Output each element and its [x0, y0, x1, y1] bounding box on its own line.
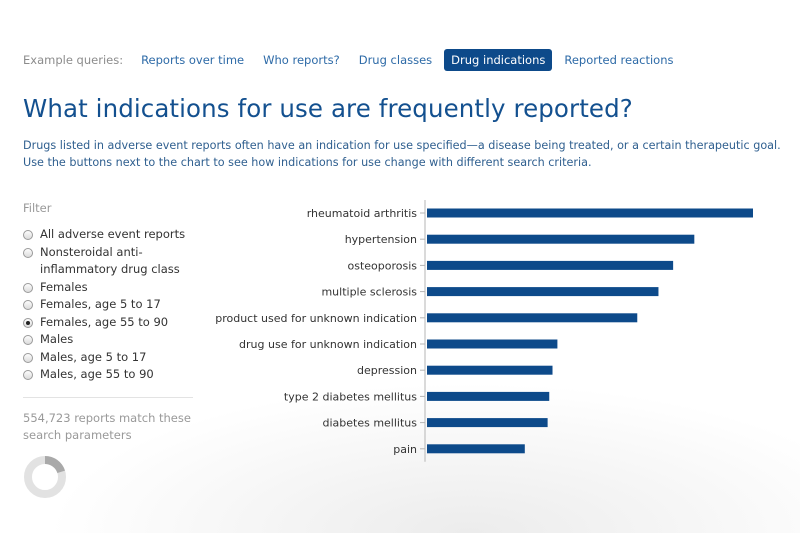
filter-options: All adverse event reports Nonsteroidal a…: [23, 226, 203, 384]
category-label: osteoporosis: [347, 259, 417, 272]
filter-option-label: Males, age 5 to 17: [40, 349, 147, 364]
filter-label: Filter: [23, 201, 52, 215]
page-description: Drugs listed in adverse event reports of…: [23, 139, 781, 169]
filter-option-label: Males, age 55 to 90: [40, 367, 154, 381]
radio-button[interactable]: [23, 335, 33, 345]
category-label: multiple sclerosis: [321, 286, 417, 299]
filter-option-females-5-17[interactable]: Females, age 5 to 17: [23, 296, 203, 314]
category-label: pain: [393, 443, 417, 456]
category-label: rheumatoid arthritis: [307, 207, 418, 220]
category-label: type 2 diabetes mellitus: [284, 390, 417, 403]
filter-option-label: Females: [40, 279, 88, 294]
radio-button[interactable]: [23, 300, 33, 310]
query-who-reports[interactable]: Who reports?: [263, 53, 340, 67]
example-queries-label: Example queries:: [23, 53, 124, 67]
radio-button[interactable]: [23, 247, 33, 258]
filter-option-females[interactable]: Females: [23, 279, 203, 297]
filter-option-males-5-17[interactable]: Males, age 5 to 17: [23, 349, 203, 367]
filter-option-label: All adverse event reports: [40, 227, 186, 241]
bar[interactable]: [427, 339, 558, 349]
bar[interactable]: [427, 234, 695, 244]
indications-bar-chart: rheumatoid arthritis hypertension osteopor…: [190, 195, 790, 470]
filter-option-males[interactable]: Males: [23, 331, 203, 349]
filter-option-label: Males: [40, 332, 74, 346]
filter-option-label: Females, age 55 to 90: [40, 314, 169, 329]
page-title: What indications for use are frequently …: [23, 94, 633, 123]
bar[interactable]: [427, 444, 525, 454]
bar[interactable]: [427, 391, 550, 401]
filter-divider: [23, 397, 193, 398]
bar[interactable]: [427, 287, 659, 297]
query-drug-classes[interactable]: Drug classes: [358, 53, 433, 67]
category-label: hypertension: [345, 233, 417, 246]
category-label: product used for unknown indication: [215, 312, 417, 325]
filter-option-females-55-90[interactable]: Females, age 55 to 90: [23, 314, 203, 332]
radio-button[interactable]: [23, 370, 33, 380]
filter-option-nsaid-class[interactable]: Nonsteroidal anti-inflammatory drug clas…: [23, 244, 203, 279]
query-reports-over-time[interactable]: Reports over time: [141, 53, 245, 67]
query-drug-indications[interactable]: Drug indications: [444, 49, 553, 71]
category-label: diabetes mellitus: [322, 417, 417, 430]
radio-button[interactable]: [23, 282, 33, 293]
bar[interactable]: [427, 418, 548, 428]
filter-option-label: Nonsteroidal anti-inflammatory drug clas…: [40, 244, 180, 277]
chart-svg: rheumatoid arthritis hypertension osteopor…: [215, 200, 753, 462]
bar[interactable]: [427, 208, 753, 218]
report-count-text: 554,723 reports match these search param…: [23, 411, 191, 442]
bar[interactable]: [427, 365, 553, 375]
category-label: depression: [357, 364, 417, 377]
radio-button-selected[interactable]: [23, 317, 33, 328]
filter-option-males-55-90[interactable]: Males, age 55 to 90: [23, 366, 203, 384]
filter-option-all-reports[interactable]: All adverse event reports: [23, 226, 203, 244]
donut-fill: [24, 456, 66, 498]
query-reported-reactions[interactable]: Reported reactions: [564, 53, 674, 67]
example-queries-bar: Example queries: Reports over time Who r…: [23, 48, 685, 72]
loading-donut-icon: [24, 456, 66, 498]
bar[interactable]: [427, 260, 674, 270]
filter-option-label: Females, age 5 to 17: [40, 297, 161, 311]
radio-button[interactable]: [23, 230, 33, 240]
radio-button[interactable]: [23, 352, 33, 363]
category-label: drug use for unknown indication: [239, 338, 417, 351]
bar[interactable]: [427, 313, 638, 323]
